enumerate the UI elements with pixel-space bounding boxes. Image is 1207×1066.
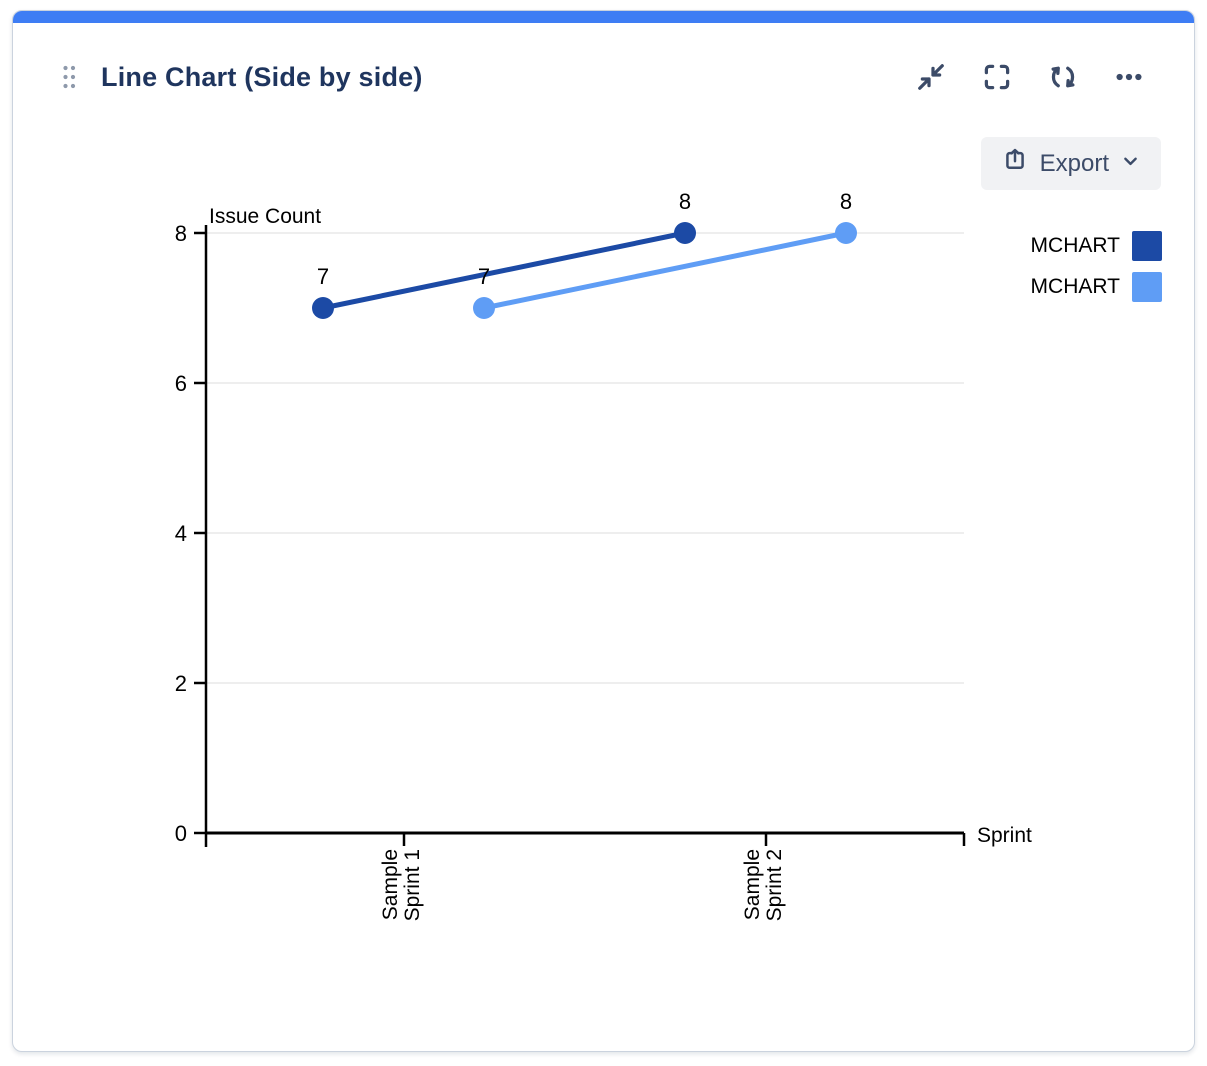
y-tick-label: 0 [175,821,187,846]
gadget-title: Line Chart (Side by side) [101,61,423,92]
gadget-card: Line Chart (Side by side) [12,10,1195,1052]
export-label: Export [1039,149,1109,177]
y-tick-label: 2 [175,671,187,696]
legend-label: MCHART [1030,234,1120,257]
legend-swatch [1132,231,1162,261]
data-point[interactable] [312,297,334,319]
chevron-down-icon [1121,150,1140,178]
fullscreen-icon [982,62,1012,92]
y-tick-label: 4 [175,521,187,546]
svg-text:Sample: Sample [741,849,764,920]
export-icon [1002,147,1028,180]
more-icon [1114,62,1144,92]
drag-handle-icon[interactable] [61,63,77,91]
legend-label: MCHART [1030,275,1120,298]
legend-swatch [1132,272,1162,302]
x-axis-title: Sprint [977,824,1032,847]
refresh-button[interactable] [1048,62,1078,92]
data-point[interactable] [835,222,857,244]
accent-bar [13,11,1194,23]
gadget-toolbar [916,62,1144,92]
y-tick-label: 6 [175,371,187,396]
collapse-icon [916,62,946,92]
svg-text:Sprint 2: Sprint 2 [763,849,786,921]
fullscreen-button[interactable] [982,62,1012,92]
data-label: 8 [840,189,852,214]
series-line [322,230,686,311]
svg-text:Sample: Sample [379,849,402,920]
collapse-button[interactable] [916,62,946,92]
more-button[interactable] [1114,62,1144,92]
chart-legend: MCHART MCHART [1031,231,1162,302]
data-point[interactable] [473,297,495,319]
x-tick-label: Sample Sprint 1 [379,849,424,921]
gadget-header: Line Chart (Side by side) [61,57,1144,97]
export-button[interactable]: Export [980,137,1161,190]
data-label: 7 [478,264,490,289]
legend-item[interactable]: MCHART [1031,272,1162,302]
x-tick-label: Sample Sprint 2 [741,849,786,921]
y-axis-title: Issue Count [209,205,321,228]
y-tick-label: 8 [175,221,187,246]
data-point[interactable] [674,222,696,244]
refresh-icon [1048,62,1078,92]
legend-item[interactable]: MCHART [1031,231,1162,261]
series-line [483,230,847,311]
data-label: 8 [679,189,691,214]
svg-text:Sprint 1: Sprint 1 [401,849,424,921]
data-label: 7 [317,264,329,289]
